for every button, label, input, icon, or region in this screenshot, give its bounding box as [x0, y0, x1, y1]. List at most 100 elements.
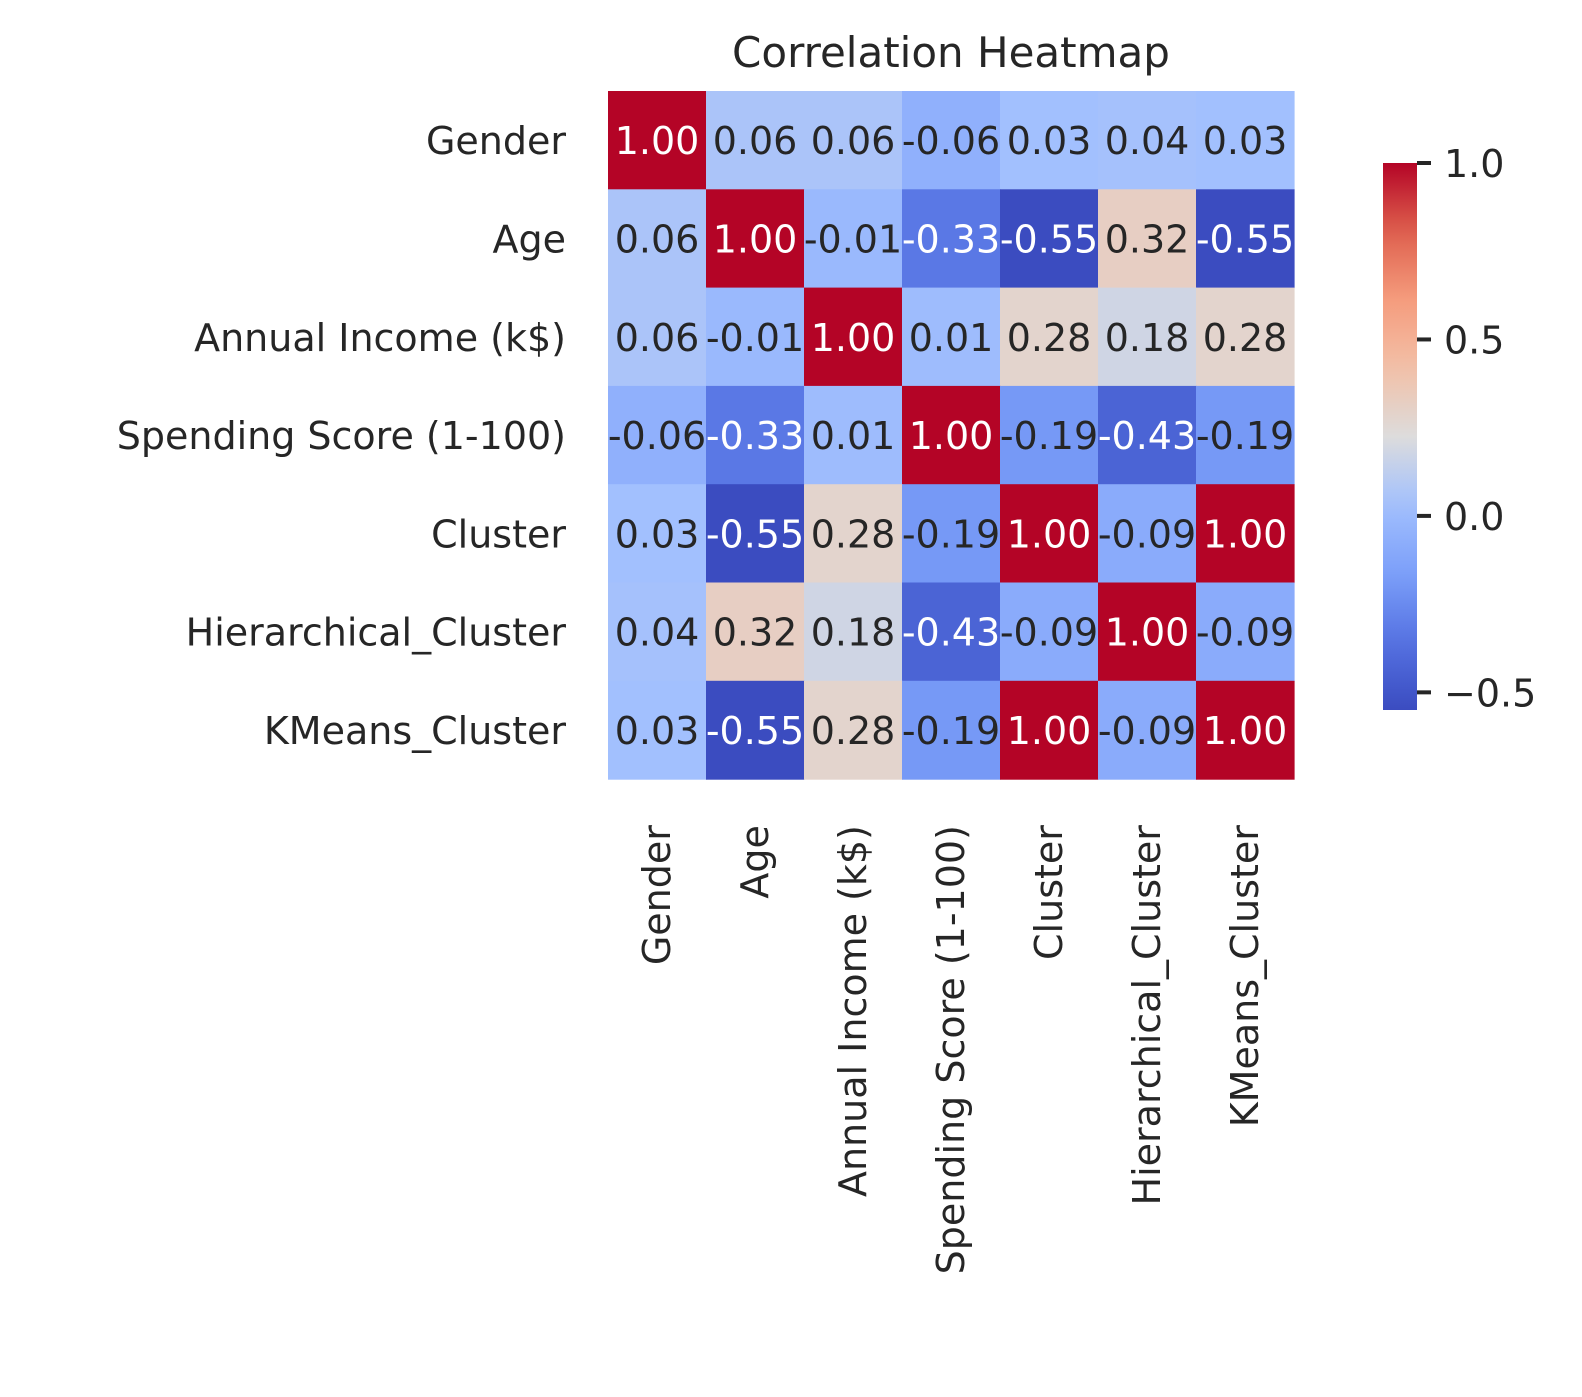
heatmap-cell — [608, 582, 707, 682]
heatmap-cell — [1000, 91, 1099, 190]
heatmap-cell — [1098, 287, 1197, 387]
heatmap-cell — [706, 287, 805, 387]
heatmap-cell — [1196, 484, 1295, 584]
cell-value-label: -0.55 — [1000, 217, 1098, 261]
cell-value-label: 1.00 — [1203, 709, 1288, 753]
cell-value-label: 1.00 — [1007, 709, 1092, 753]
heatmap-cell — [706, 189, 805, 289]
cell-value-label: 1.00 — [811, 316, 896, 360]
cell-value-label: -0.55 — [1196, 217, 1294, 261]
cell-value-label: 0.18 — [1105, 316, 1190, 360]
heatmap-cell — [1098, 91, 1197, 190]
row-tick-label: Age — [493, 217, 567, 261]
cell-value-label: 1.00 — [713, 217, 798, 261]
cell-value-label: 0.28 — [1007, 316, 1092, 360]
heatmap-cell — [1000, 189, 1099, 289]
cell-value-label: 0.03 — [1203, 119, 1288, 163]
cell-value-label: 0.04 — [615, 611, 700, 655]
heatmap-cell — [608, 680, 707, 780]
cell-value-label: -0.55 — [706, 512, 804, 556]
row-tick-label: KMeans_Cluster — [264, 709, 567, 753]
cell-value-label: -0.43 — [902, 611, 1000, 655]
heatmap-cell — [1196, 582, 1295, 682]
cell-value-label: -0.33 — [902, 217, 1000, 261]
heatmap-cell — [804, 287, 903, 387]
cell-value-label: 1.00 — [1105, 611, 1190, 655]
cell-value-label: 0.06 — [615, 217, 700, 261]
column-tick-label: KMeans_Cluster — [1223, 825, 1267, 1128]
row-tick-label: Gender — [426, 119, 566, 163]
heatmap-cell — [608, 189, 707, 289]
cell-value-label: -0.43 — [1098, 414, 1196, 458]
heatmap-cell — [706, 680, 805, 780]
colorbar-tick-label: −0.5 — [1444, 671, 1536, 715]
heatmap-cell — [1000, 385, 1099, 485]
heatmap-cell — [1000, 680, 1099, 780]
colorbar-gradient — [1383, 163, 1417, 710]
column-tick-label: Gender — [635, 825, 679, 965]
colorbar-tick-label: 0.5 — [1444, 318, 1504, 362]
cell-value-label: 0.18 — [811, 611, 896, 655]
colorbar-tick-label: 1.0 — [1444, 142, 1504, 186]
heatmap-cell — [1098, 385, 1197, 485]
row-tick-label: Hierarchical_Cluster — [186, 611, 567, 655]
cell-value-label: -0.06 — [902, 119, 1000, 163]
cell-value-label: -0.19 — [1196, 414, 1294, 458]
cell-value-label: 0.06 — [615, 316, 700, 360]
heatmap-cell — [1098, 680, 1197, 780]
heatmap-cells: 1.00 0.06 0.06 -0.06 0.03 0.04 0.030.06 1.00 -0.… — [608, 91, 1295, 780]
heatmap-cell — [608, 484, 707, 584]
heatmap-cell — [1196, 189, 1295, 289]
column-tick-label: Annual Income (k$) — [831, 825, 875, 1197]
cell-value-label: -0.19 — [1000, 414, 1098, 458]
column-tick-label: Cluster — [1027, 825, 1071, 960]
column-tick-label: Spending Score (1-100) — [929, 825, 973, 1274]
heatmap-cell — [608, 385, 707, 485]
heatmap-cell — [706, 91, 805, 190]
cell-value-label: -0.06 — [608, 414, 706, 458]
heatmap-cell — [804, 680, 903, 780]
column-tick-label: Hierarchical_Cluster — [1125, 825, 1169, 1206]
heatmap-cell — [902, 582, 1001, 682]
cell-value-label: 0.06 — [713, 119, 798, 163]
heatmap-cell — [706, 582, 805, 682]
heatmap-cell — [902, 680, 1001, 780]
column-labels: Gender Age Annual Income (k$) Spending Scor… — [635, 825, 1267, 1275]
heatmap-cell — [1098, 189, 1197, 289]
heatmap-cell — [902, 484, 1001, 584]
heatmap-cell — [706, 385, 805, 485]
heatmap-cell — [1196, 91, 1295, 190]
colorbar-tick-label: 0.0 — [1444, 495, 1504, 539]
cell-value-label: -0.09 — [1098, 512, 1196, 556]
cell-value-label: 0.03 — [615, 709, 700, 753]
heatmap-cell — [706, 484, 805, 584]
cell-value-label: 1.00 — [1007, 512, 1092, 556]
row-labels: Gender Age Annual Income (k$) Spending Scor… — [117, 119, 567, 753]
heatmap-cell — [804, 582, 903, 682]
cell-value-label: 0.32 — [713, 611, 798, 655]
cell-value-label: -0.01 — [706, 316, 804, 360]
heatmap-cell — [804, 91, 903, 190]
cell-value-label: -0.55 — [706, 709, 804, 753]
heatmap-cell — [1196, 680, 1295, 780]
chart-title: Correlation Heatmap — [732, 28, 1170, 77]
column-tick-label: Age — [733, 825, 777, 899]
cell-value-label: 1.00 — [1203, 512, 1288, 556]
heatmap-cell — [804, 189, 903, 289]
heatmap-cell — [608, 287, 707, 387]
cell-value-label: -0.19 — [902, 709, 1000, 753]
cell-value-label: 0.28 — [811, 709, 896, 753]
heatmap-cell — [1000, 484, 1099, 584]
cell-value-label: -0.09 — [1196, 611, 1294, 655]
heatmap-cell — [902, 91, 1001, 190]
cell-value-label: 0.03 — [1007, 119, 1092, 163]
heatmap-cell — [1196, 385, 1295, 485]
heatmap-cell — [804, 484, 903, 584]
cell-value-label: -0.19 — [902, 512, 1000, 556]
cell-value-label: -0.33 — [706, 414, 804, 458]
cell-value-label: 1.00 — [909, 414, 994, 458]
heatmap-cell — [1000, 582, 1099, 682]
colorbar-ticks: 1.0 0.5 0.0 −0.5 — [1417, 142, 1536, 715]
row-tick-label: Cluster — [431, 512, 566, 556]
